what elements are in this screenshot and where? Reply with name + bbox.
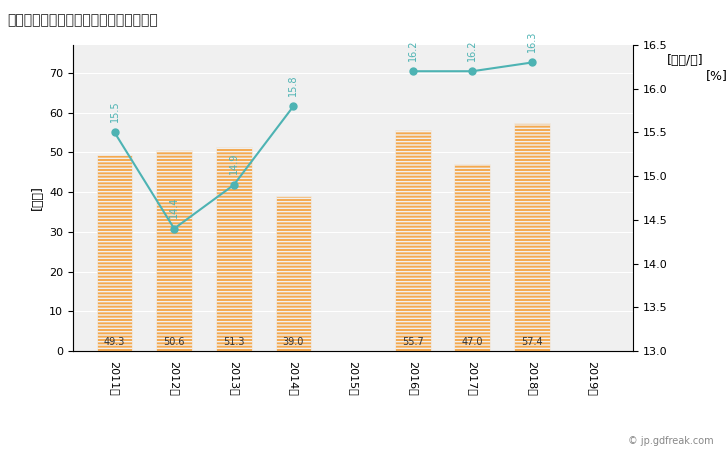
Bar — [454, 164, 490, 351]
Text: 50.6: 50.6 — [163, 337, 185, 347]
Bar — [276, 196, 312, 351]
Legend: 住宅用_工事費予定額(左軸), 住宅用_1平米当たり平均工事費予定額(右軸): 住宅用_工事費予定額(左軸), 住宅用_1平米当たり平均工事費予定額(右軸) — [146, 449, 448, 450]
Text: 16.2: 16.2 — [467, 39, 478, 61]
Bar — [157, 150, 192, 351]
Text: 16.3: 16.3 — [527, 31, 537, 52]
Text: 39.0: 39.0 — [282, 337, 304, 347]
Text: © jp.gdfreak.com: © jp.gdfreak.com — [628, 436, 713, 446]
Bar — [216, 147, 252, 351]
Text: 14.9: 14.9 — [229, 153, 239, 175]
Text: 47.0: 47.0 — [462, 337, 483, 347]
Text: 51.3: 51.3 — [223, 337, 245, 347]
Y-axis label: [億円]: [億円] — [31, 185, 44, 211]
Text: [万円/㎡]: [万円/㎡] — [667, 54, 704, 67]
Bar — [97, 155, 132, 351]
Bar — [514, 123, 550, 351]
Text: 49.3: 49.3 — [104, 337, 125, 347]
Bar — [395, 130, 430, 351]
Text: 15.8: 15.8 — [288, 74, 298, 96]
Text: [%]: [%] — [706, 69, 728, 82]
Text: 57.4: 57.4 — [521, 337, 543, 347]
Text: 住宅用建築物の工事費予定額合計の推移: 住宅用建築物の工事費予定額合計の推移 — [7, 14, 158, 27]
Text: 15.5: 15.5 — [109, 100, 119, 122]
Text: 16.2: 16.2 — [408, 39, 418, 61]
Text: 14.4: 14.4 — [169, 197, 179, 218]
Text: 55.7: 55.7 — [402, 337, 424, 347]
